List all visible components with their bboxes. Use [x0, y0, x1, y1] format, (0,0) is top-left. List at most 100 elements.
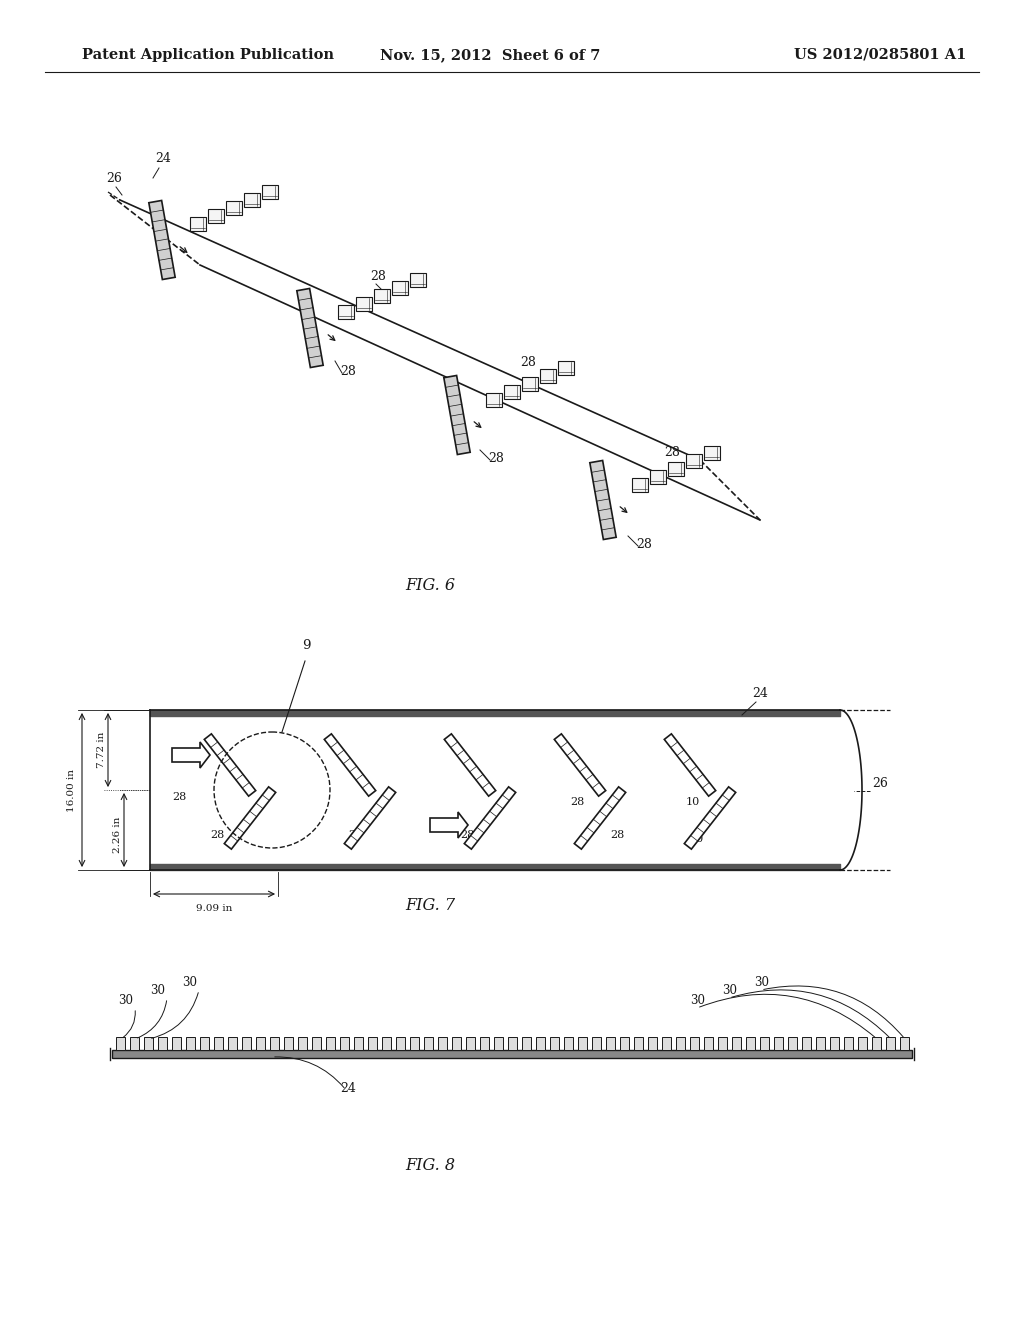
Bar: [802, 1038, 811, 1049]
Bar: [690, 1038, 699, 1049]
FancyBboxPatch shape: [190, 216, 206, 231]
Bar: [480, 1038, 489, 1049]
FancyBboxPatch shape: [540, 370, 556, 383]
Bar: [382, 1038, 391, 1049]
FancyBboxPatch shape: [262, 185, 278, 199]
Text: 28: 28: [520, 356, 536, 370]
Text: 10: 10: [690, 834, 705, 843]
Text: 30: 30: [754, 975, 769, 989]
Bar: [606, 1038, 615, 1049]
Bar: [228, 1038, 237, 1049]
Text: 30: 30: [118, 994, 133, 1007]
Bar: [858, 1038, 867, 1049]
Text: 28: 28: [348, 830, 362, 840]
Text: 28: 28: [172, 792, 186, 803]
FancyBboxPatch shape: [522, 378, 538, 391]
Polygon shape: [430, 812, 468, 838]
Polygon shape: [224, 787, 275, 849]
Bar: [256, 1038, 265, 1049]
Polygon shape: [344, 787, 395, 849]
FancyBboxPatch shape: [356, 297, 372, 312]
Text: 28: 28: [488, 451, 504, 465]
Bar: [242, 1038, 251, 1049]
Bar: [172, 1038, 181, 1049]
Text: 30: 30: [150, 983, 165, 997]
FancyBboxPatch shape: [705, 446, 720, 459]
Bar: [186, 1038, 195, 1049]
Bar: [200, 1038, 209, 1049]
Bar: [816, 1038, 825, 1049]
Bar: [774, 1038, 783, 1049]
Text: 28: 28: [340, 366, 356, 378]
FancyBboxPatch shape: [650, 470, 666, 484]
Text: 26: 26: [106, 172, 122, 185]
Bar: [536, 1038, 545, 1049]
FancyBboxPatch shape: [686, 454, 702, 469]
Text: 28: 28: [664, 446, 680, 459]
Text: US 2012/0285801 A1: US 2012/0285801 A1: [794, 48, 967, 62]
Text: FIG. 7: FIG. 7: [406, 898, 455, 913]
Text: 28: 28: [370, 271, 386, 282]
Bar: [112, 1049, 912, 1059]
Text: 24: 24: [752, 686, 768, 700]
Bar: [718, 1038, 727, 1049]
Bar: [550, 1038, 559, 1049]
Polygon shape: [684, 787, 735, 849]
Text: 10: 10: [686, 797, 700, 807]
Bar: [130, 1038, 139, 1049]
Text: 30: 30: [690, 994, 705, 1007]
Text: 28: 28: [460, 830, 474, 840]
FancyBboxPatch shape: [244, 193, 260, 207]
Text: 24: 24: [340, 1082, 356, 1096]
Bar: [466, 1038, 475, 1049]
Text: 9.09 in: 9.09 in: [196, 904, 232, 913]
Bar: [620, 1038, 629, 1049]
Bar: [410, 1038, 419, 1049]
Bar: [144, 1038, 153, 1049]
Text: 2.26 in: 2.26 in: [113, 817, 122, 853]
Bar: [116, 1038, 125, 1049]
Bar: [508, 1038, 517, 1049]
Text: 30: 30: [722, 983, 737, 997]
Bar: [578, 1038, 587, 1049]
Bar: [270, 1038, 279, 1049]
Bar: [452, 1038, 461, 1049]
Text: Patent Application Publication: Patent Application Publication: [82, 48, 334, 62]
FancyBboxPatch shape: [558, 360, 574, 375]
Polygon shape: [554, 734, 606, 796]
Bar: [648, 1038, 657, 1049]
Bar: [746, 1038, 755, 1049]
Polygon shape: [574, 787, 626, 849]
Text: FIG. 8: FIG. 8: [406, 1158, 455, 1173]
Polygon shape: [443, 375, 470, 454]
Bar: [326, 1038, 335, 1049]
Bar: [214, 1038, 223, 1049]
Text: 16.00 in: 16.00 in: [67, 768, 76, 812]
Text: FIG. 6: FIG. 6: [406, 577, 455, 594]
Bar: [312, 1038, 321, 1049]
Polygon shape: [325, 734, 376, 796]
FancyBboxPatch shape: [632, 478, 648, 492]
Polygon shape: [464, 787, 516, 849]
Polygon shape: [590, 461, 616, 540]
Text: 28: 28: [636, 539, 652, 550]
FancyBboxPatch shape: [226, 201, 242, 215]
Text: 26: 26: [872, 777, 888, 789]
Bar: [676, 1038, 685, 1049]
Bar: [494, 1038, 503, 1049]
Polygon shape: [297, 289, 324, 367]
Polygon shape: [665, 734, 716, 796]
Text: 24: 24: [155, 152, 171, 165]
Bar: [368, 1038, 377, 1049]
Bar: [872, 1038, 881, 1049]
Bar: [788, 1038, 797, 1049]
Text: 7.72 in: 7.72 in: [97, 731, 106, 768]
Bar: [732, 1038, 741, 1049]
FancyBboxPatch shape: [486, 393, 502, 407]
Bar: [830, 1038, 839, 1049]
FancyBboxPatch shape: [374, 289, 390, 304]
Polygon shape: [444, 734, 496, 796]
FancyBboxPatch shape: [410, 273, 426, 286]
Polygon shape: [205, 734, 256, 796]
Bar: [592, 1038, 601, 1049]
